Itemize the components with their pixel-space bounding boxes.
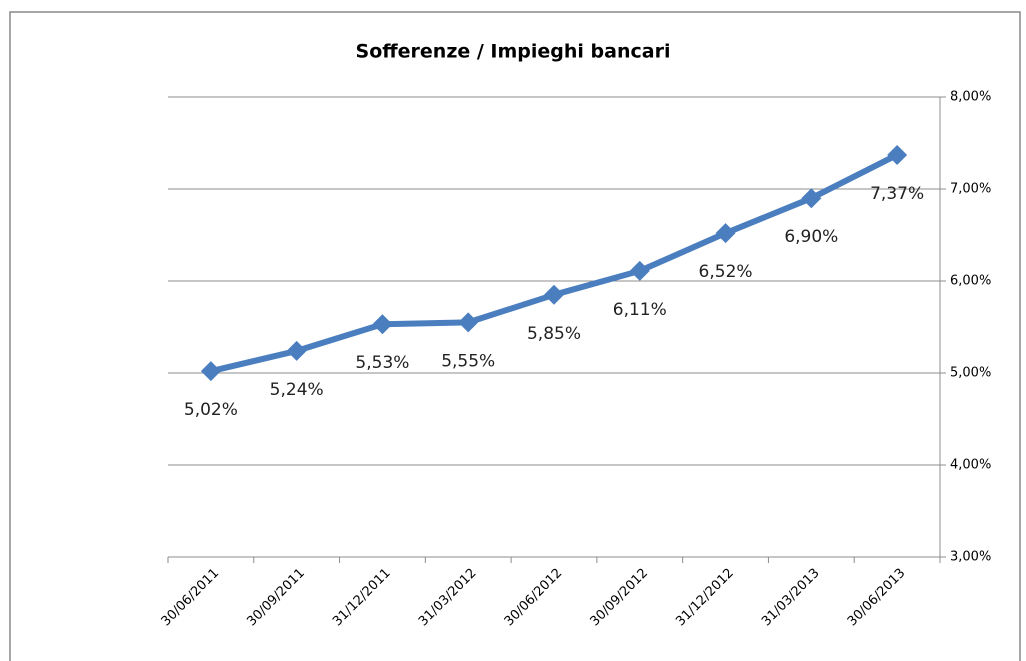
chart-title: Sofferenze / Impieghi bancari [356, 41, 671, 63]
data-label: 5,85% [527, 324, 581, 344]
y-tick-label: 4,00% [950, 458, 991, 473]
chart-frame [9, 11, 1021, 661]
data-label: 6,11% [613, 300, 667, 320]
data-label: 5,53% [355, 353, 409, 373]
y-tick-label: 8,00% [950, 90, 991, 105]
data-label: 6,52% [699, 262, 753, 282]
marker [200, 361, 221, 382]
marker [801, 188, 822, 209]
data-label: 5,55% [441, 351, 495, 371]
marker [715, 223, 736, 244]
data-label: 7,37% [870, 184, 924, 204]
marker [372, 314, 393, 335]
marker [887, 144, 908, 165]
y-tick-label: 5,00% [950, 366, 991, 381]
data-label: 5,02% [184, 400, 238, 420]
data-label: 6,90% [784, 227, 838, 247]
marker [286, 340, 307, 361]
y-tick-label: 7,00% [950, 182, 991, 197]
y-tick-label: 6,00% [950, 274, 991, 289]
marker [544, 284, 564, 305]
marker [458, 312, 479, 333]
marker [629, 260, 650, 281]
y-tick-label: 3,00% [950, 550, 991, 565]
data-label: 5,24% [270, 380, 324, 400]
